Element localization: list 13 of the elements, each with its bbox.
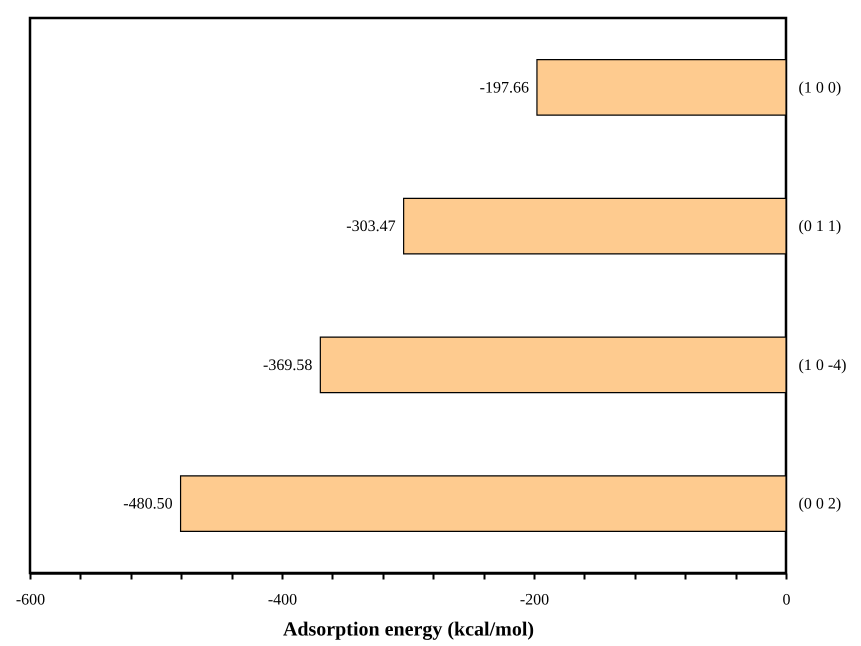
x-tick-label: -600 xyxy=(16,592,46,608)
data-label: -197.66 xyxy=(480,79,529,96)
y-tick-label: (0 0 2) xyxy=(798,496,842,513)
x-axis-title: Adsorption energy (kcal/mol) xyxy=(282,618,534,640)
x-tick-label: -400 xyxy=(268,592,298,608)
data-label: -480.50 xyxy=(123,496,173,513)
y-tick-label: (1 0 -4) xyxy=(798,356,846,374)
data-label: -369.58 xyxy=(263,356,312,374)
y-tick-label: (0 1 1) xyxy=(798,218,842,236)
data-label: -303.47 xyxy=(346,218,396,236)
y-tick-label: (1 0 0) xyxy=(798,79,842,96)
x-tick-label: -200 xyxy=(520,592,550,608)
x-tick-label: 0 xyxy=(782,592,790,608)
